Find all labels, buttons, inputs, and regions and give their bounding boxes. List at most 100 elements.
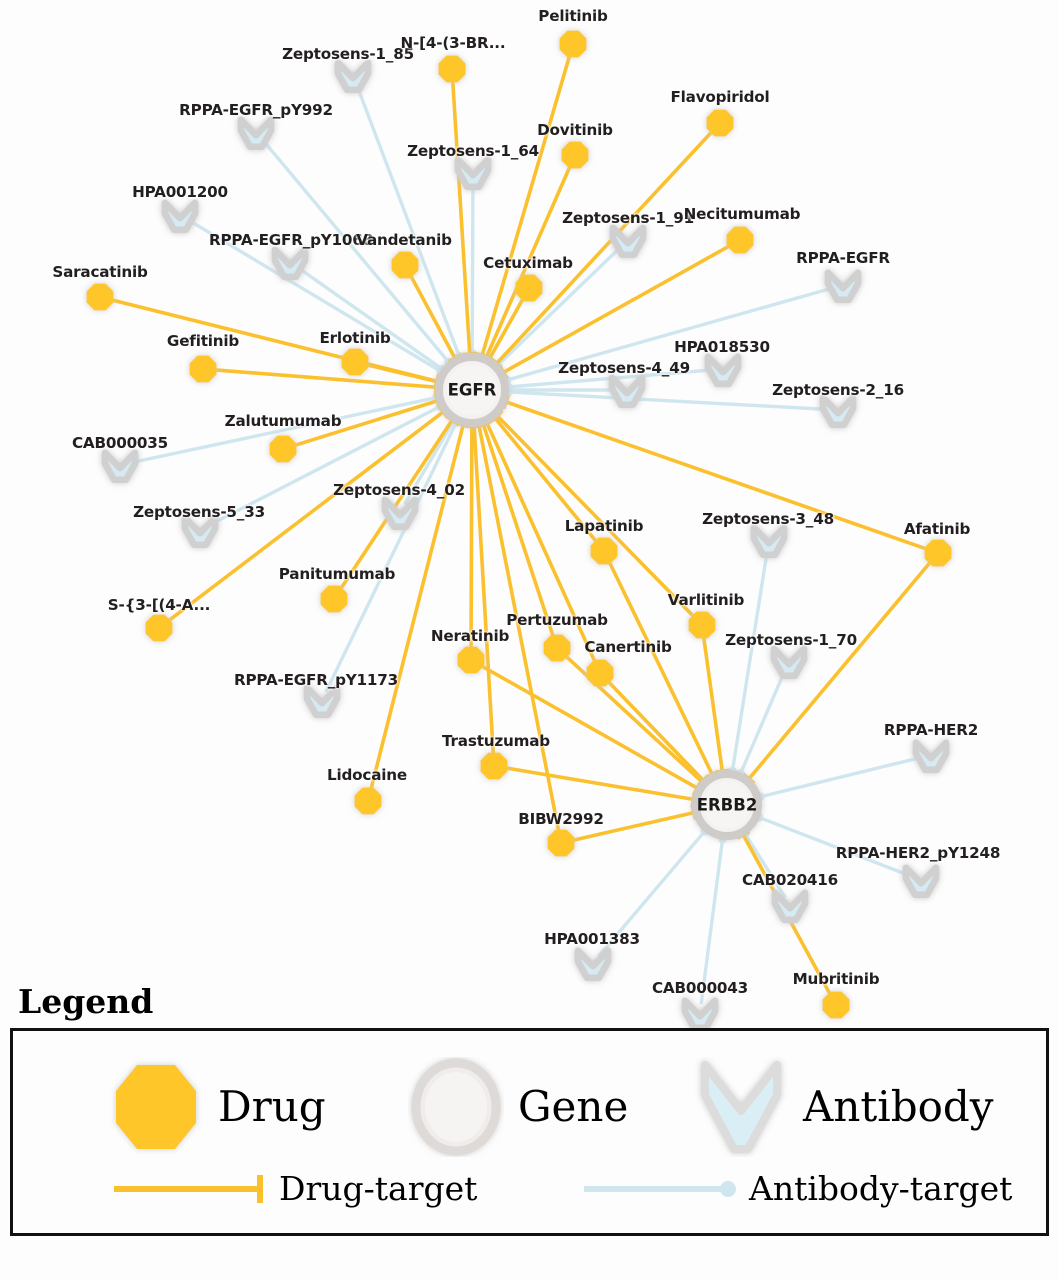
drug-node[interactable] [320,585,348,613]
drug-node[interactable] [590,537,618,565]
drug-node[interactable] [354,787,382,815]
edge [477,424,562,835]
legend-title: Legend [18,982,154,1021]
antibody-node[interactable] [824,269,862,303]
antibody-label: HPA018530 [674,338,770,356]
drug-node[interactable] [547,829,575,857]
edge [407,272,457,360]
antibody-node[interactable] [704,353,742,387]
antibody-label: Zeptosens-2_16 [772,381,904,399]
edge [363,362,438,384]
drug-node[interactable] [341,348,369,376]
antibody-node[interactable] [912,739,950,773]
drug-node[interactable] [480,752,508,780]
drug-node[interactable] [543,634,571,662]
chevron-icon [701,1060,781,1153]
drug-node[interactable] [586,659,614,687]
edge [505,400,931,552]
antibody-label: Zeptosens-1_64 [407,142,539,160]
antibody-node[interactable] [609,224,647,258]
drug-node[interactable] [457,646,485,674]
legend-box: Drug Gene Antibody Dru [10,1027,1049,1236]
network-canvas [86,30,952,1031]
legend-item-drug-target: Drug-target [108,1171,477,1207]
antibody-label: RPPA-EGFR_pY1173 [233,671,399,689]
antibody-node[interactable] [681,997,719,1031]
edge [699,838,725,1005]
edge [472,425,496,758]
antibody-target-edge-icon [584,1180,736,1197]
drug-label: Erlotinib [319,329,391,347]
nodes-layer [86,30,952,1031]
drug-node[interactable] [706,109,734,137]
drug-label: Afatinib [903,520,971,538]
drug-node[interactable] [391,251,419,279]
antibody-node[interactable] [750,524,788,558]
drug-label: Saracatinib [52,263,148,281]
edge [747,558,934,781]
legend-label-drug: Drug [218,1081,326,1131]
circle-ring-icon [411,1058,501,1156]
drug-node[interactable] [559,30,587,58]
edge [484,162,574,358]
antibody-node[interactable] [303,684,341,718]
edge [296,265,444,371]
drug-label: Vandetanib [356,231,452,249]
antibody-node[interactable] [819,394,857,428]
drug-node[interactable] [86,283,114,311]
antibody-node[interactable] [771,889,809,923]
antibody-node[interactable] [334,59,372,93]
legend-item-antibody-target: Antibody-target [578,1171,1012,1207]
edge [354,82,461,357]
drug-label: Gefitinib [166,332,240,350]
drug-node[interactable] [726,226,754,254]
octagon-icon [116,1064,196,1149]
antibody-node[interactable] [574,947,612,981]
antibody-node[interactable] [101,449,139,483]
drug-node[interactable] [189,355,217,383]
drug-node[interactable] [438,55,466,83]
antibody-node[interactable] [381,496,419,530]
edge [569,810,695,843]
drug-label: N-[4-(3-BR... [400,34,506,52]
edge [481,423,556,641]
legend: Legend Drug Gene Antibody [0,982,1059,1236]
edge [207,404,441,528]
antibody-label: Zeptosens-5_33 [133,503,265,521]
antibody-node[interactable] [902,864,940,898]
edge [128,395,438,465]
antibody-label: RPPA-EGFR [796,249,890,267]
edge [485,422,598,666]
edge [211,367,437,389]
drug-node[interactable] [269,435,297,463]
antibody-label: RPPA-EGFR_pY992 [179,101,333,119]
drug-node[interactable] [688,611,716,639]
drug-node[interactable] [145,614,173,642]
edge [337,419,454,593]
drug-label: Pelitinib [538,7,608,25]
antibody-node[interactable] [454,156,492,190]
drug-label: Necitumumab [683,205,801,223]
drug-label: BIBW2992 [518,810,604,828]
antibody-node[interactable] [271,246,309,280]
legend-label-drug-target: Drug-target [279,1169,478,1209]
antibody-node[interactable] [237,116,275,150]
antibody-node[interactable] [608,374,646,408]
gene-label: EGFR [447,380,497,400]
edge [502,765,694,802]
drug-node[interactable] [515,274,543,302]
antibody-node[interactable] [181,514,219,548]
edge [495,128,716,365]
drug-node[interactable] [822,991,850,1019]
edge [758,815,914,879]
drug-label: S-{3-[(4-A... [107,596,211,614]
antibody-node[interactable] [161,199,199,233]
drug-node[interactable] [924,539,952,567]
edge [738,668,788,775]
drug-node[interactable] [561,141,589,169]
legend-item-drug: Drug [108,1057,326,1157]
edge [186,218,442,373]
edge [368,424,465,793]
antibody-label: CAB020416 [741,871,839,889]
antibody-node[interactable] [770,645,808,679]
